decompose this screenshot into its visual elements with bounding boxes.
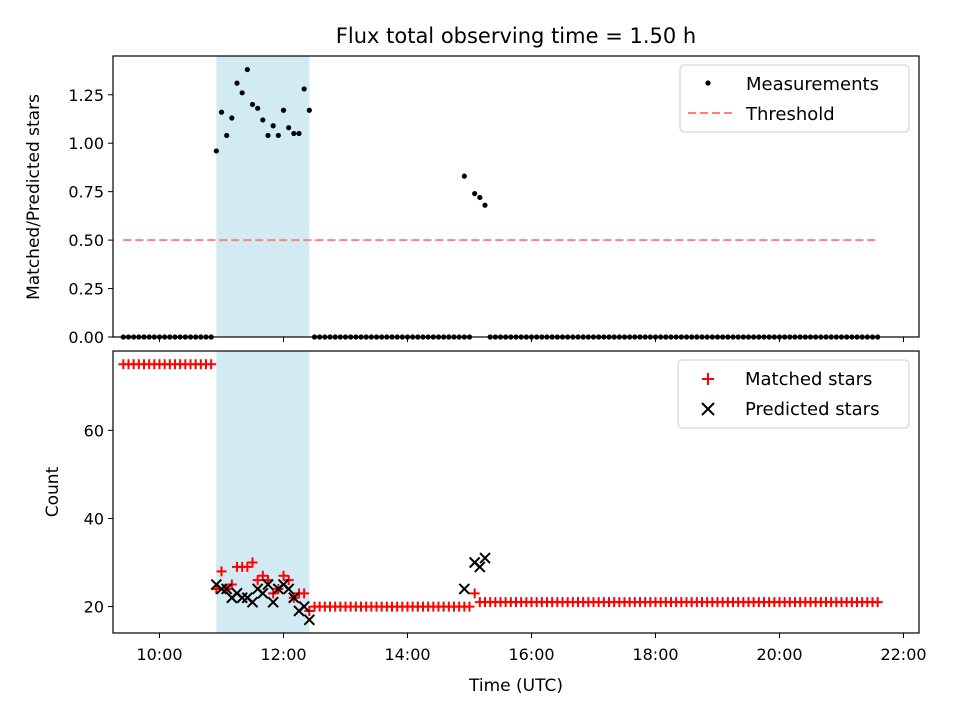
- predicted-star-point: [298, 600, 310, 613]
- matched-star-point: [216, 566, 227, 577]
- measurement-point: [229, 115, 235, 121]
- predicted-star-point: [215, 583, 228, 595]
- x-tick-label: 12:00: [260, 645, 306, 664]
- measurement-point: [260, 117, 266, 123]
- measurement-point: [477, 194, 483, 201]
- x-axis-label: Time (UTC): [468, 676, 563, 696]
- predicted-star-point: [458, 583, 471, 595]
- measurement-point: [249, 101, 256, 108]
- measurement-point: [296, 130, 302, 137]
- y-tick-label: 1.25: [68, 86, 104, 105]
- bottom-panel-marks: [118, 359, 883, 626]
- matched-star-point: [464, 601, 475, 612]
- y-tick-label: 0.75: [68, 183, 104, 202]
- legend-matched-label: Matched stars: [745, 369, 872, 390]
- top-panel-legend: Measurements Threshold: [679, 64, 910, 133]
- bottom-panel-y-axis: 20 40 60: [84, 421, 113, 617]
- matched-star-point: [247, 557, 258, 568]
- predicted-star-point: [282, 583, 295, 595]
- matched-star-point: [257, 570, 268, 581]
- y-tick-label: 1.00: [68, 134, 104, 153]
- matched-star-point: [872, 597, 883, 608]
- predicted-star-point: [257, 587, 269, 600]
- bottom-panel-legend: Matched stars Predicted stars: [677, 359, 910, 429]
- predicted-star-point: [288, 592, 300, 604]
- top-panel-x-ticks: [159, 337, 904, 342]
- measurement-point: [301, 86, 307, 92]
- measurement-point: [286, 125, 292, 131]
- measurement-point: [472, 190, 478, 197]
- predicted-star-point: [220, 583, 233, 595]
- top-panel: 0.00 0.25 0.50 0.75 1.00 1.25 Matched/Predict…: [24, 55, 920, 347]
- legend-predicted-label: Predicted stars: [745, 399, 879, 420]
- x-tick-label: 14:00: [384, 645, 430, 664]
- measurement-point: [244, 66, 250, 73]
- observing-span-shade-bottom: [216, 351, 310, 633]
- measurement-point: [218, 109, 225, 115]
- bottom-panel-x-axis: 10:00 12:00 14:00 16:00 18:00 20:00 22:00: [136, 633, 927, 664]
- legend-plus-glyph: [702, 373, 714, 385]
- predicted-star-point: [303, 614, 316, 626]
- measurement-point: [275, 132, 281, 139]
- top-panel-frame: [112, 55, 920, 338]
- y-tick-label: 40: [84, 509, 104, 528]
- bottom-panel-frame: [112, 350, 920, 634]
- bottom-legend-box: [677, 359, 910, 429]
- top-panel-y-axis-label: Matched/Predicted stars: [24, 94, 44, 300]
- measurement-point: [291, 130, 297, 137]
- matched-star-point: [206, 359, 217, 370]
- predicted-star-point: [246, 596, 259, 608]
- predicted-star-point: [474, 561, 486, 573]
- bottom-panel-y-axis-label: Count: [43, 466, 63, 517]
- matched-star-point: [469, 588, 480, 599]
- x-tick-label: 16:00: [508, 645, 554, 664]
- legend-x-glyph: [701, 402, 715, 416]
- x-tick-label: 10:00: [136, 645, 182, 664]
- measurement-point: [270, 123, 276, 129]
- y-tick-label: 0.00: [68, 328, 104, 347]
- predicted-star-point: [267, 596, 279, 608]
- measurement-point: [265, 132, 271, 139]
- legend-measurements-marker: [705, 80, 711, 86]
- observing-span-shade-top: [216, 56, 310, 337]
- measurement-point: [280, 107, 287, 113]
- chart-title: Flux total observing time = 1.50 h: [336, 24, 696, 48]
- matched-star-point: [242, 561, 253, 572]
- predicted-star-point: [236, 592, 248, 604]
- matched-star-point: [252, 575, 263, 586]
- x-tick-label: 22:00: [880, 645, 926, 664]
- bottom-panel: 20 40 60 10:00 12:00 14:00 16:00 18:00 20:00 22:…: [43, 350, 927, 664]
- y-tick-label: 60: [84, 421, 104, 440]
- y-tick-label: 0.25: [68, 280, 104, 299]
- matched-star-point: [299, 588, 310, 599]
- measurement-point: [255, 105, 261, 111]
- x-tick-label: 20:00: [756, 645, 802, 664]
- top-panel-y-axis: 0.00 0.25 0.50 0.75 1.00 1.25: [68, 86, 113, 347]
- measurement-point: [482, 202, 488, 208]
- y-tick-label: 20: [84, 598, 104, 617]
- y-tick-label: 0.50: [68, 231, 104, 250]
- measurement-point: [461, 173, 467, 179]
- measurement-point: [213, 148, 219, 154]
- legend-matched-marker: [702, 373, 714, 385]
- matched-star-point: [278, 570, 289, 581]
- measurement-point: [306, 107, 312, 113]
- legend-threshold-label: Threshold: [745, 104, 835, 125]
- predicted-star-point: [262, 578, 274, 591]
- predicted-star-point: [479, 552, 491, 564]
- measurement-point: [224, 132, 230, 139]
- legend-predicted-marker: [701, 402, 715, 416]
- x-tick-label: 18:00: [632, 645, 678, 664]
- measurement-point: [234, 80, 240, 86]
- measurement-point: [239, 90, 245, 96]
- top-legend-box: [679, 64, 910, 133]
- legend-measurements-label: Measurements: [746, 74, 879, 95]
